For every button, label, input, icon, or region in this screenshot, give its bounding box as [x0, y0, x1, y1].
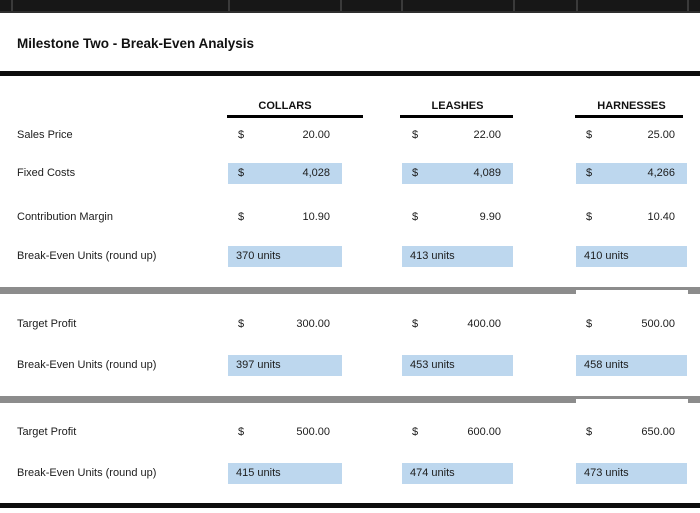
currency-symbol: $ — [238, 167, 245, 179]
cell-fixed-costs-leashes[interactable]: $ 4,089 — [402, 163, 513, 184]
cell-sales-price-leashes[interactable]: $ 22.00 — [402, 125, 513, 146]
column-divider — [228, 0, 230, 11]
row-label-break-even-units: Break-Even Units (round up) — [17, 359, 157, 371]
row-label-break-even-units: Break-Even Units (round up) — [17, 467, 157, 479]
column-divider — [340, 0, 342, 11]
cell-value: 500.00 — [641, 318, 675, 330]
cell-break-even-units-leashes[interactable]: 413 units — [402, 246, 513, 267]
cell-value: 500.00 — [296, 426, 330, 438]
cell-target-profit-leashes[interactable]: $ 600.00 — [402, 422, 513, 443]
cell-value: 4,028 — [302, 167, 330, 179]
cell-contribution-margin-collars[interactable]: $ 10.90 — [228, 207, 342, 228]
cell-target-profit-collars[interactable]: $ 500.00 — [228, 422, 342, 443]
cell-break-even-units-harnesses[interactable]: 410 units — [576, 246, 687, 267]
cell-break-even-units-leashes[interactable]: 474 units — [402, 463, 513, 484]
currency-symbol: $ — [412, 318, 419, 330]
column-header-leashes: LEASHES — [431, 100, 484, 112]
cell-value: 4,089 — [473, 167, 501, 179]
currency-symbol: $ — [412, 129, 419, 141]
currency-symbol: $ — [586, 318, 593, 330]
currency-symbol: $ — [238, 318, 245, 330]
cell-value: 10.40 — [647, 211, 675, 223]
column-header-underline — [227, 115, 363, 118]
currency-symbol: $ — [412, 426, 419, 438]
column-header-collars: COLLARS — [258, 100, 312, 112]
row-label-target-profit: Target Profit — [17, 426, 77, 438]
column-header-underline — [575, 115, 683, 118]
currency-symbol: $ — [586, 211, 593, 223]
title-rule — [0, 71, 700, 76]
cell-target-profit-harnesses[interactable]: $ 650.00 — [576, 422, 687, 443]
cell-fixed-costs-collars[interactable]: $ 4,028 — [228, 163, 342, 184]
cell-sales-price-harnesses[interactable]: $ 25.00 — [576, 125, 687, 146]
section-divider — [0, 396, 700, 403]
column-divider — [687, 0, 689, 11]
cell-target-profit-leashes[interactable]: $ 400.00 — [402, 314, 513, 335]
row-label-break-even-units: Break-Even Units (round up) — [17, 250, 157, 262]
row-label-contribution-margin: Contribution Margin — [17, 211, 113, 223]
column-header-underline — [400, 115, 513, 118]
cell-value: 4,266 — [647, 167, 675, 179]
currency-symbol: $ — [586, 426, 593, 438]
cell-target-profit-harnesses[interactable]: $ 500.00 — [576, 314, 687, 335]
currency-symbol: $ — [238, 426, 245, 438]
column-header-harnesses: HARNESSES — [597, 100, 666, 112]
cell-fixed-costs-harnesses[interactable]: $ 4,266 — [576, 163, 687, 184]
column-divider — [11, 0, 13, 11]
bottom-rule — [0, 503, 700, 508]
currency-symbol: $ — [412, 167, 419, 179]
cell-break-even-units-collars[interactable]: 397 units — [228, 355, 342, 376]
currency-symbol: $ — [238, 211, 245, 223]
cell-value: 10.90 — [302, 211, 330, 223]
cell-value: 600.00 — [467, 426, 501, 438]
cell-value: 400.00 — [467, 318, 501, 330]
cell-contribution-margin-harnesses[interactable]: $ 10.40 — [576, 207, 687, 228]
currency-symbol: $ — [412, 211, 419, 223]
cell-contribution-margin-leashes[interactable]: $ 9.90 — [402, 207, 513, 228]
cell-value: 300.00 — [296, 318, 330, 330]
cell-value: 20.00 — [302, 129, 330, 141]
cell-break-even-units-leashes[interactable]: 453 units — [402, 355, 513, 376]
cell-target-profit-collars[interactable]: $ 300.00 — [228, 314, 342, 335]
currency-symbol: $ — [238, 129, 245, 141]
window-top-bar — [0, 0, 700, 13]
currency-symbol: $ — [586, 167, 593, 179]
row-label-fixed-costs: Fixed Costs — [17, 167, 76, 179]
column-divider — [513, 0, 515, 11]
cell-break-even-units-collars[interactable]: 415 units — [228, 463, 342, 484]
page-title: Milestone Two - Break-Even Analysis — [17, 36, 255, 51]
cell-value: 22.00 — [473, 129, 501, 141]
cell-value: 650.00 — [641, 426, 675, 438]
currency-symbol: $ — [586, 129, 593, 141]
cell-value: 25.00 — [647, 129, 675, 141]
column-divider — [576, 0, 578, 11]
cell-break-even-units-harnesses[interactable]: 458 units — [576, 355, 687, 376]
column-divider — [401, 0, 403, 11]
cell-break-even-units-harnesses[interactable]: 473 units — [576, 463, 687, 484]
row-label-sales-price: Sales Price — [17, 129, 73, 141]
cell-sales-price-collars[interactable]: $ 20.00 — [228, 125, 342, 146]
cell-value: 9.90 — [479, 211, 501, 223]
section-divider — [0, 287, 700, 294]
cell-break-even-units-collars[interactable]: 370 units — [228, 246, 342, 267]
row-label-target-profit: Target Profit — [17, 318, 77, 330]
